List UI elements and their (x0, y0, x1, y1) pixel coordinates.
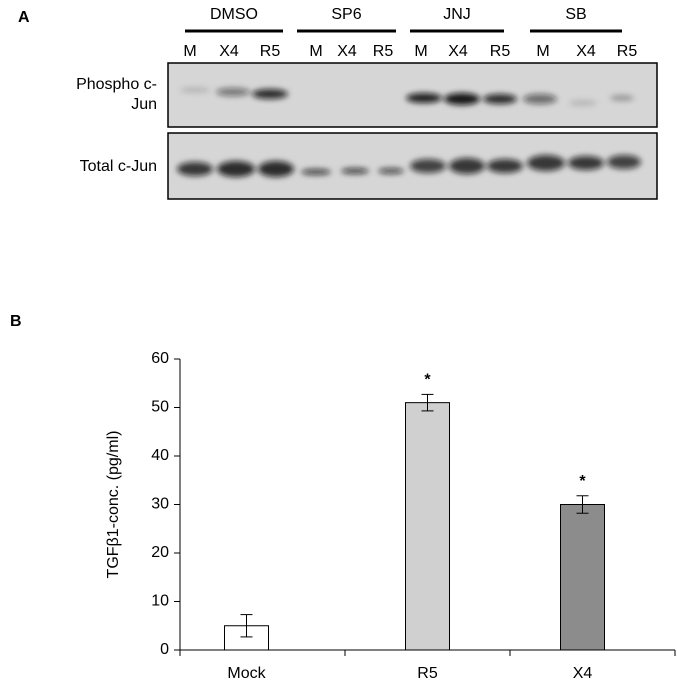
band (217, 161, 255, 177)
band (568, 156, 604, 170)
lane-label: R5 (373, 43, 394, 60)
lane-label: M (183, 43, 196, 60)
band (406, 93, 442, 103)
bands (177, 87, 641, 177)
lane-label: X4 (448, 43, 468, 60)
y-tick-label: 30 (151, 496, 169, 513)
panel-label: B (10, 313, 22, 330)
row-label: Total c-Jun (80, 158, 157, 175)
significance-mark: * (424, 372, 431, 389)
band (180, 87, 210, 93)
band (216, 88, 250, 96)
group-label: JNJ (443, 6, 471, 23)
lane-label: R5 (490, 43, 511, 60)
band (527, 155, 565, 171)
band (523, 94, 557, 104)
y-tick-label: 40 (151, 447, 169, 464)
y-tick-label: 60 (151, 350, 169, 367)
y-tick-label: 20 (151, 544, 169, 561)
band (449, 158, 485, 174)
band (610, 95, 634, 101)
band (177, 162, 213, 176)
band (487, 159, 523, 173)
lane-label: R5 (617, 43, 638, 60)
band (483, 94, 517, 104)
lane-label: X4 (576, 43, 596, 60)
band (301, 169, 331, 175)
row-label: Jun (131, 96, 157, 113)
y-tick-label: 50 (151, 399, 169, 416)
band (252, 89, 288, 99)
lane-label: M (414, 43, 427, 60)
band (444, 93, 480, 105)
y-tick-label: 0 (160, 641, 169, 658)
band (378, 168, 404, 174)
band (569, 100, 597, 106)
bar (560, 504, 605, 651)
y-tick-label: 10 (151, 593, 169, 610)
band (341, 168, 369, 174)
lane-label: M (536, 43, 549, 60)
row-label: Phospho c- (76, 76, 157, 93)
bar (405, 402, 450, 651)
x-tick-label: R5 (417, 665, 438, 682)
group-label: SB (565, 6, 586, 23)
panel-label: A (18, 9, 30, 26)
group-label: SP6 (331, 6, 361, 23)
blot (167, 62, 658, 200)
band (410, 159, 446, 173)
lane-label: X4 (337, 43, 357, 60)
band (607, 155, 641, 169)
x-tick-label: X4 (573, 665, 593, 682)
band (258, 161, 294, 177)
significance-mark: * (579, 473, 586, 490)
y-axis-title: TGFβ1-conc. (pg/ml) (105, 431, 122, 579)
lane-label: R5 (260, 43, 281, 60)
lane-label: M (309, 43, 322, 60)
x-tick-label: Mock (227, 665, 266, 682)
lane-label: X4 (219, 43, 239, 60)
group-label: DMSO (210, 6, 258, 23)
